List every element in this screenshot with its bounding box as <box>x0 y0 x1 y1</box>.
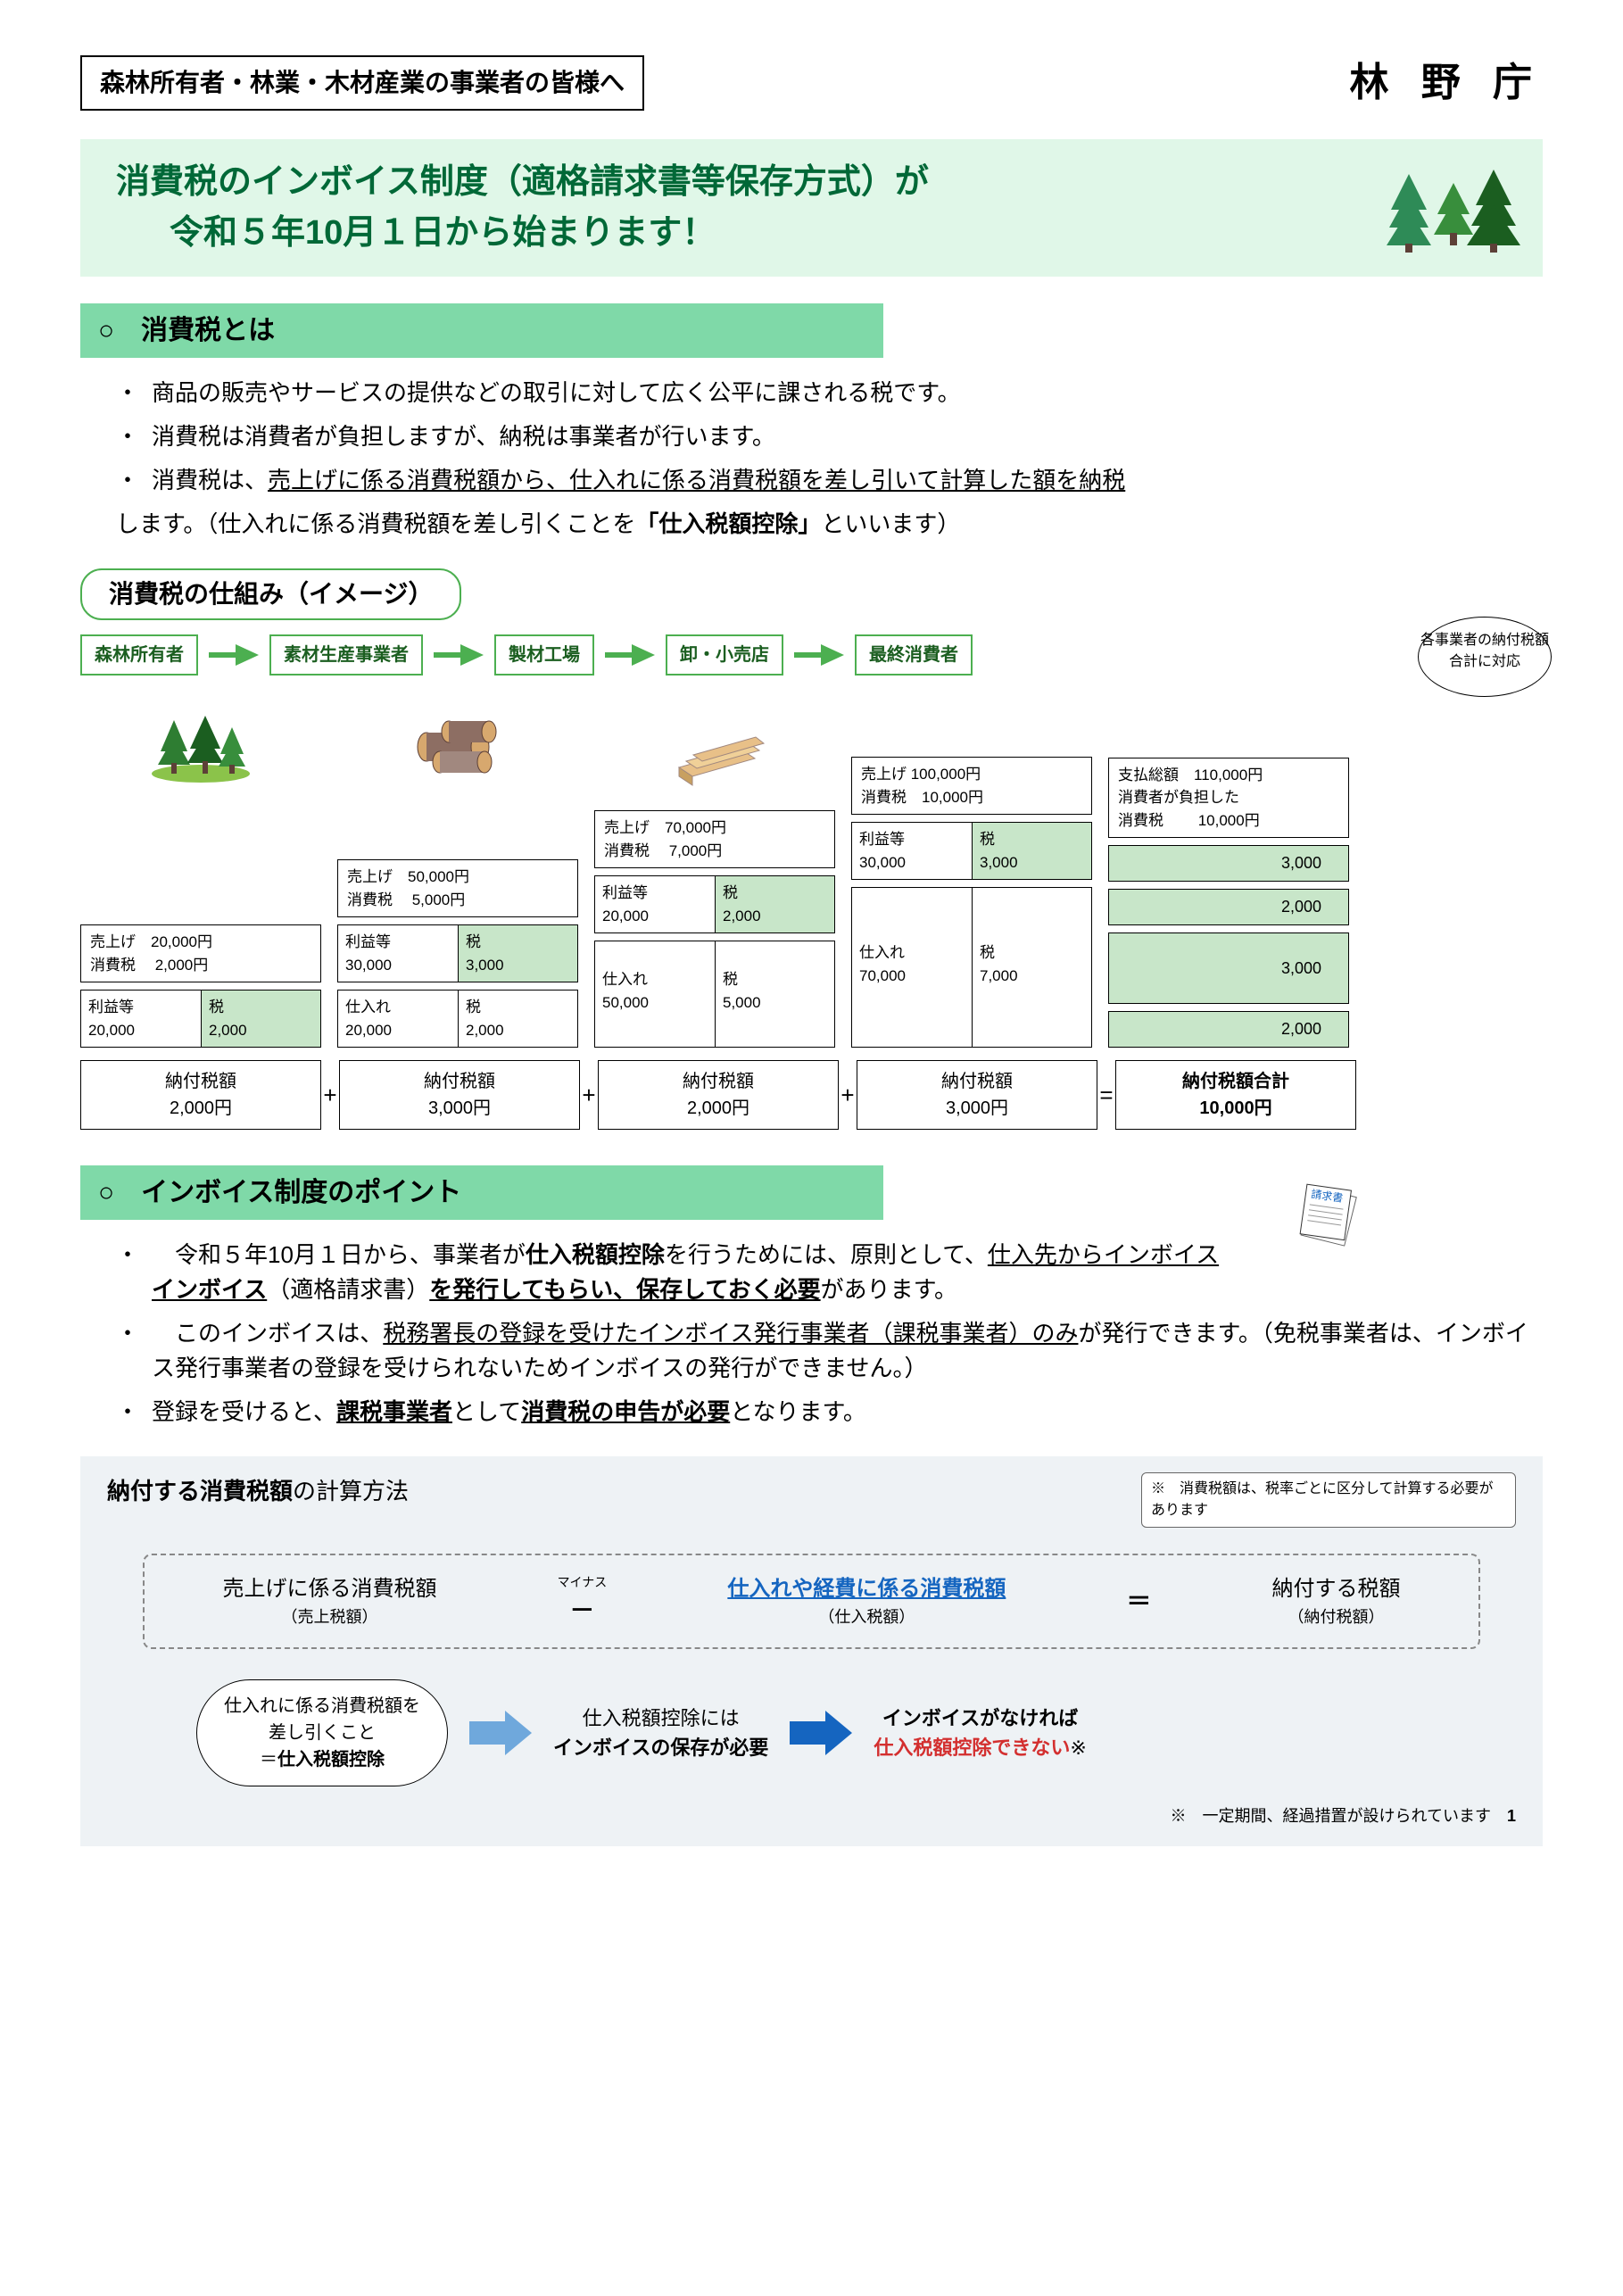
arrow-blue-icon <box>790 1711 852 1755</box>
calc-note: ※ 消費税額は、税率ごとに区分して計算する必要があります <box>1141 1472 1516 1528</box>
c3-sales: 売上げ 70,000円 消費税 7,000円 <box>594 810 835 868</box>
calc-footnote: ※ 一定期間、経過措置が設けられています 1 <box>107 1804 1516 1828</box>
c5-v3: 3,000 <box>1108 932 1349 1004</box>
c4-ptax: 税 7,000 <box>972 887 1092 1048</box>
addressee-box: 森林所有者・林業・木材産業の事業者の皆様へ <box>80 55 644 111</box>
section2-header: ○ インボイス制度のポイント <box>80 1165 883 1220</box>
c2-tax: 税 3,000 <box>458 924 578 982</box>
formula-term2: 仕入れや経費に係る消費税額（仕入税額） <box>727 1573 1006 1629</box>
arrow-icon <box>236 644 259 666</box>
plus-icon: + <box>580 1078 598 1113</box>
pay-4: 納付税額 3,000円 <box>857 1060 1097 1130</box>
arrow-icon <box>460 644 484 666</box>
flow-chain-wrap: 森林所有者 素材生産事業者 製材工場 卸・小売店 最終消費者 各事業者の納付税額… <box>80 634 1543 676</box>
calc-flow: 仕入れに係る消費税額を 差し引くこと ＝仕入税額控除 仕入税額控除には インボイ… <box>107 1670 1516 1795</box>
tax-diagram: 売上げ 20,000円 消費税 2,000円 利益等 20,000税 2,000… <box>80 693 1543 1048</box>
arrow-icon <box>821 644 844 666</box>
stage-1: 森林所有者 <box>80 634 198 676</box>
payment-row: 納付税額 2,000円 + 納付税額 3,000円 + 納付税額 2,000円 … <box>80 1060 1543 1130</box>
pay-3: 納付税額 2,000円 <box>598 1060 839 1130</box>
diagram-col-3: 売上げ 70,000円 消費税 7,000円 利益等 20,000税 2,000… <box>594 705 835 1048</box>
c2-ptax: 税 2,000 <box>458 990 578 1048</box>
c4-sales: 売上げ 100,000円 消費税 10,000円 <box>851 757 1092 815</box>
stage-2: 素材生産事業者 <box>269 634 423 676</box>
c3-purchase: 仕入れ 50,000 <box>594 941 715 1048</box>
c4-purchase: 仕入れ 70,000 <box>851 887 972 1048</box>
c4-tax: 税 3,000 <box>972 822 1092 880</box>
flow-text-2: インボイスがなければ 仕入税額控除できない※ <box>874 1703 1086 1762</box>
stage-4: 卸・小売店 <box>666 634 783 676</box>
formula-eq: ＝ <box>1126 1583 1151 1620</box>
c5-v1: 3,000 <box>1108 845 1349 882</box>
c5-top: 支払総額 110,000円 消費者が負担した 消費税 10,000円 <box>1108 758 1349 839</box>
flow-text-1: 仕入税額控除には インボイスの保存が必要 <box>553 1703 768 1762</box>
agency-name: 林 野 庁 <box>1350 54 1543 112</box>
formula-term3: 納付する税額（納付税額） <box>1271 1573 1400 1629</box>
title-banner: 消費税のインボイス制度（適格請求書等保存方式）が 令和５年10月１日から始まりま… <box>80 139 1543 277</box>
c1-profit: 利益等 20,000 <box>80 990 201 1048</box>
c3-profit: 利益等 20,000 <box>594 875 715 933</box>
arrow-icon <box>632 644 655 666</box>
arrow-blue-icon <box>469 1711 532 1755</box>
diagram-col-4: 売上げ 100,000円 消費税 10,000円 利益等 30,000税 3,0… <box>851 757 1092 1048</box>
diagram-col-1: 売上げ 20,000円 消費税 2,000円 利益等 20,000税 2,000 <box>80 698 321 1048</box>
c3-tax: 税 2,000 <box>715 875 835 933</box>
stage-5: 最終消費者 <box>855 634 973 676</box>
pay-total: 納付税額合計 10,000円 <box>1115 1060 1356 1130</box>
trees-icon <box>1382 165 1525 277</box>
oval-deduction: 仕入れに係る消費税額を 差し引くこと ＝仕入税額控除 <box>196 1679 448 1786</box>
flow-chain: 森林所有者 素材生産事業者 製材工場 卸・小売店 最終消費者 <box>80 634 1543 676</box>
c2-sales: 売上げ 50,000円 消費税 5,000円 <box>337 859 578 917</box>
c5-v4: 2,000 <box>1108 1011 1349 1048</box>
stage-3: 製材工場 <box>494 634 594 676</box>
s1-b3: 消費税は、売上げに係る消費税額から、仕入れに係る消費税額を差し引いて計算した額を… <box>152 463 1543 498</box>
c2-purchase: 仕入れ 20,000 <box>337 990 458 1048</box>
formula-term1: 売上げに係る消費税額（売上税額） <box>223 1573 437 1629</box>
diagram-title: 消費税の仕組み（イメージ） <box>80 568 461 620</box>
pay-1: 納付税額 2,000円 <box>80 1060 321 1130</box>
lumber-icon <box>594 705 835 803</box>
s1-b2: 消費税は消費者が負担しますが、納税は事業者が行います。 <box>152 419 1543 454</box>
title-line2: 令和５年10月１日から始まります！ <box>116 208 1507 259</box>
invoice-icon: 請求書 <box>1288 1180 1370 1268</box>
c5-v2: 2,000 <box>1108 889 1349 925</box>
section1-header: ○ 消費税とは <box>80 303 883 358</box>
top-row: 森林所有者・林業・木材産業の事業者の皆様へ 林 野 庁 <box>80 54 1543 112</box>
c2-profit: 利益等 30,000 <box>337 924 458 982</box>
section2-bullets: ・ 令和５年10月１日から、事業者が仕入税額控除を行うためには、原則として、仕入… <box>80 1238 1543 1430</box>
formula-box: 売上げに係る消費税額（売上税額） マイナス － 仕入れや経費に係る消費税額（仕入… <box>143 1554 1480 1649</box>
s2-b3: 登録を受けると、課税事業者として消費税の申告が必要となります。 <box>152 1395 1543 1430</box>
calc-panel: 納付する消費税額の計算方法 ※ 消費税額は、税率ごとに区分して計算する必要があり… <box>80 1456 1543 1846</box>
title-line1: 消費税のインボイス制度（適格請求書等保存方式）が <box>116 157 1507 208</box>
pay-2: 納付税額 3,000円 <box>339 1060 580 1130</box>
s1-b1: 商品の販売やサービスの提供などの取引に対して広く公平に課される税です。 <box>152 376 1543 410</box>
section1-bullets: ・商品の販売やサービスの提供などの取引に対して広く公平に課される税です。 ・消費… <box>80 376 1543 542</box>
formula-minus: マイナス － <box>558 1573 608 1629</box>
c3-ptax: 税 5,000 <box>715 941 835 1048</box>
plus-icon: + <box>321 1078 339 1113</box>
diagram-col-2: 売上げ 50,000円 消費税 5,000円 利益等 30,000税 3,000… <box>337 693 578 1048</box>
s2-b2: このインボイスは、税務署長の登録を受けたインボイス発行事業者（課税事業者）のみが… <box>152 1316 1543 1386</box>
forest-icon <box>80 698 321 796</box>
diagram-col-5: 支払総額 110,000円 消費者が負担した 消費税 10,000円 3,000… <box>1108 758 1349 1049</box>
c4-profit: 利益等 30,000 <box>851 822 972 880</box>
eq-icon: = <box>1097 1078 1115 1113</box>
c1-sales: 売上げ 20,000円 消費税 2,000円 <box>80 924 321 982</box>
bubble-note: 各事業者の納付税額合計に対応 <box>1418 617 1552 697</box>
logs-icon <box>337 693 578 792</box>
s1-b3-cont: します。（仕入れに係る消費税額を差し引くことを「仕入税額控除」といいます） <box>116 507 1543 542</box>
c1-tax: 税 2,000 <box>201 990 321 1048</box>
plus-icon: + <box>839 1078 857 1113</box>
